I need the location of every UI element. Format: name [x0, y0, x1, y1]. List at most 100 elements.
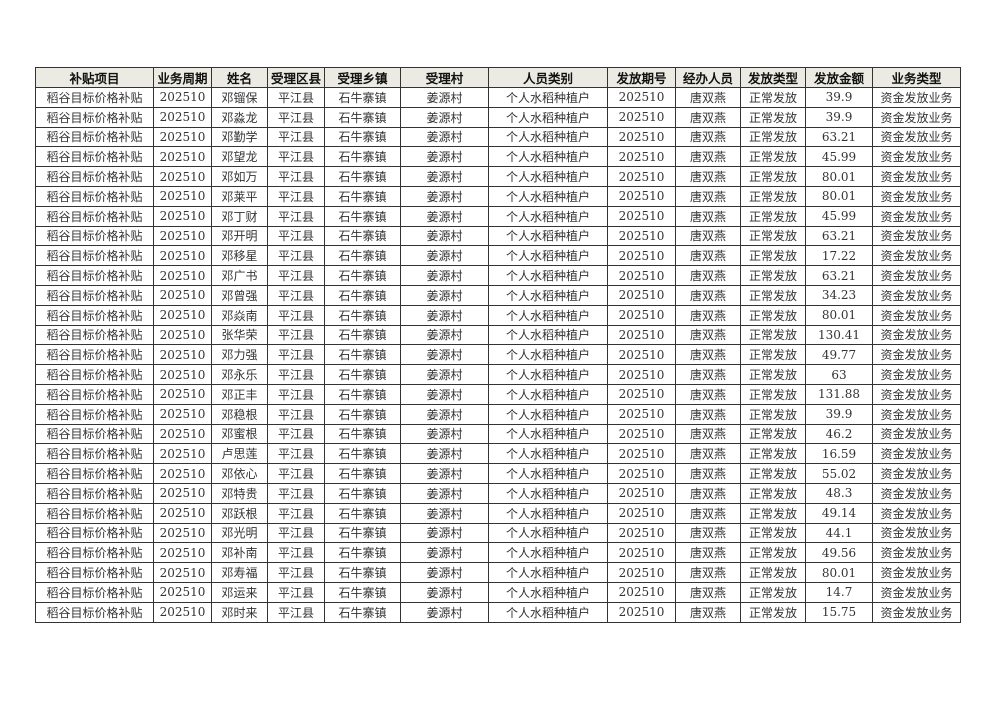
header-row: 补贴项目 业务周期 姓名 受理区县 受理乡镇 受理村 人员类别 发放期号 经办人员 发放类型 发放金… [35, 67, 961, 88]
cell-issue-type: 正常发放 [740, 403, 806, 425]
cell-village: 姜源村 [400, 423, 489, 445]
cell-person-category: 个人水稻种植户 [488, 364, 608, 385]
cell-issue-period: 202510 [607, 185, 676, 207]
cell-person-category: 个人水稻种植户 [488, 502, 608, 524]
table-row: 稻谷目标价格补贴 202510 邓勤学 平江县 石牛寨镇 姜源村 个人水稻种植户 202510… [35, 126, 961, 148]
cell-amount: 49.56 [805, 542, 873, 564]
cell-township: 石牛寨镇 [324, 364, 401, 385]
cell-handler: 唐双燕 [675, 284, 741, 306]
cell-person-category: 个人水稻种植户 [488, 126, 608, 148]
cell-township: 石牛寨镇 [324, 304, 401, 326]
cell-village: 姜源村 [400, 245, 489, 267]
cell-issue-type: 正常发放 [740, 502, 806, 524]
cell-township: 石牛寨镇 [324, 106, 401, 128]
header-amount: 发放金额 [805, 67, 873, 88]
cell-township: 石牛寨镇 [324, 581, 401, 603]
cell-issue-type: 正常发放 [740, 126, 806, 148]
cell-business-period: 202510 [153, 562, 212, 583]
cell-amount: 49.14 [805, 502, 873, 524]
cell-name: 邓焱南 [211, 304, 268, 326]
cell-amount: 39.9 [805, 106, 873, 128]
table-body: 稻谷目标价格补贴 202510 邓镏保 平江县 石牛寨镇 姜源村 个人水稻种植户 202510… [35, 87, 961, 623]
cell-issue-type: 正常发放 [740, 324, 806, 346]
cell-amount: 80.01 [805, 166, 873, 187]
table-row: 稻谷目标价格补贴 202510 邓时来 平江县 石牛寨镇 姜源村 个人水稻种植户 202510… [35, 601, 961, 623]
header-handler: 经办人员 [675, 67, 741, 88]
cell-issue-period: 202510 [607, 423, 676, 445]
cell-subsidy-item: 稻谷目标价格补贴 [35, 482, 154, 504]
cell-subsidy-item: 稻谷目标价格补贴 [35, 146, 154, 168]
cell-person-category: 个人水稻种植户 [488, 185, 608, 207]
table-row: 稻谷目标价格补贴 202510 邓蜜根 平江县 石牛寨镇 姜源村 个人水稻种植户 202510… [35, 423, 961, 445]
cell-business-period: 202510 [153, 463, 212, 484]
cell-person-category: 个人水稻种植户 [488, 265, 608, 286]
cell-issue-period: 202510 [607, 245, 676, 267]
cell-name: 邓依心 [211, 463, 268, 484]
cell-person-category: 个人水稻种植户 [488, 146, 608, 168]
cell-district: 平江县 [267, 364, 325, 385]
cell-township: 石牛寨镇 [324, 502, 401, 524]
cell-issue-type: 正常发放 [740, 344, 806, 366]
header-person-category: 人员类别 [488, 67, 608, 88]
cell-subsidy-item: 稻谷目标价格补贴 [35, 166, 154, 187]
cell-issue-period: 202510 [607, 166, 676, 187]
cell-handler: 唐双燕 [675, 581, 741, 603]
cell-amount: 16.59 [805, 443, 873, 465]
cell-business-period: 202510 [153, 403, 212, 425]
cell-business-period: 202510 [153, 482, 212, 504]
table-row: 稻谷目标价格补贴 202510 邓移星 平江县 石牛寨镇 姜源村 个人水稻种植户 202510… [35, 245, 961, 267]
table-row: 稻谷目标价格补贴 202510 邓广书 平江县 石牛寨镇 姜源村 个人水稻种植户 202510… [35, 265, 961, 286]
cell-name: 邓望龙 [211, 146, 268, 168]
cell-business-period: 202510 [153, 443, 212, 465]
cell-issue-type: 正常发放 [740, 542, 806, 564]
cell-issue-type: 正常发放 [740, 265, 806, 286]
cell-subsidy-item: 稻谷目标价格补贴 [35, 383, 154, 405]
cell-issue-period: 202510 [607, 581, 676, 603]
cell-person-category: 个人水稻种植户 [488, 304, 608, 326]
cell-issue-period: 202510 [607, 463, 676, 484]
cell-district: 平江县 [267, 601, 325, 623]
cell-business-period: 202510 [153, 502, 212, 524]
table-row: 稻谷目标价格补贴 202510 邓莱平 平江县 石牛寨镇 姜源村 个人水稻种植户 202510… [35, 185, 961, 207]
cell-issue-period: 202510 [607, 502, 676, 524]
cell-township: 石牛寨镇 [324, 383, 401, 405]
cell-village: 姜源村 [400, 581, 489, 603]
cell-village: 姜源村 [400, 522, 489, 544]
cell-district: 平江县 [267, 245, 325, 267]
cell-subsidy-item: 稻谷目标价格补贴 [35, 106, 154, 128]
cell-amount: 63.21 [805, 265, 873, 286]
cell-business-period: 202510 [153, 245, 212, 267]
cell-amount: 63.21 [805, 126, 873, 148]
cell-village: 姜源村 [400, 403, 489, 425]
cell-business-period: 202510 [153, 581, 212, 603]
cell-business-period: 202510 [153, 542, 212, 564]
cell-business-type: 资金发放业务 [872, 463, 961, 484]
cell-handler: 唐双燕 [675, 364, 741, 385]
cell-person-category: 个人水稻种植户 [488, 324, 608, 346]
cell-business-type: 资金发放业务 [872, 482, 961, 504]
cell-amount: 80.01 [805, 304, 873, 326]
cell-issue-type: 正常发放 [740, 364, 806, 385]
cell-person-category: 个人水稻种植户 [488, 403, 608, 425]
cell-issue-type: 正常发放 [740, 304, 806, 326]
cell-amount: 49.77 [805, 344, 873, 366]
cell-subsidy-item: 稻谷目标价格补贴 [35, 423, 154, 445]
cell-issue-type: 正常发放 [740, 106, 806, 128]
cell-village: 姜源村 [400, 87, 489, 108]
cell-district: 平江县 [267, 87, 325, 108]
cell-issue-type: 正常发放 [740, 146, 806, 168]
cell-issue-period: 202510 [607, 542, 676, 564]
cell-name: 邓运来 [211, 581, 268, 603]
cell-handler: 唐双燕 [675, 106, 741, 128]
table-row: 稻谷目标价格补贴 202510 邓如万 平江县 石牛寨镇 姜源村 个人水稻种植户 202510… [35, 166, 961, 187]
cell-business-type: 资金发放业务 [872, 542, 961, 564]
cell-township: 石牛寨镇 [324, 463, 401, 484]
cell-issue-period: 202510 [607, 562, 676, 583]
header-business-period: 业务周期 [153, 67, 212, 88]
cell-amount: 45.99 [805, 146, 873, 168]
cell-name: 邓开明 [211, 225, 268, 247]
cell-village: 姜源村 [400, 185, 489, 207]
cell-name: 邓补南 [211, 542, 268, 564]
cell-issue-type: 正常发放 [740, 225, 806, 247]
cell-person-category: 个人水稻种植户 [488, 562, 608, 583]
